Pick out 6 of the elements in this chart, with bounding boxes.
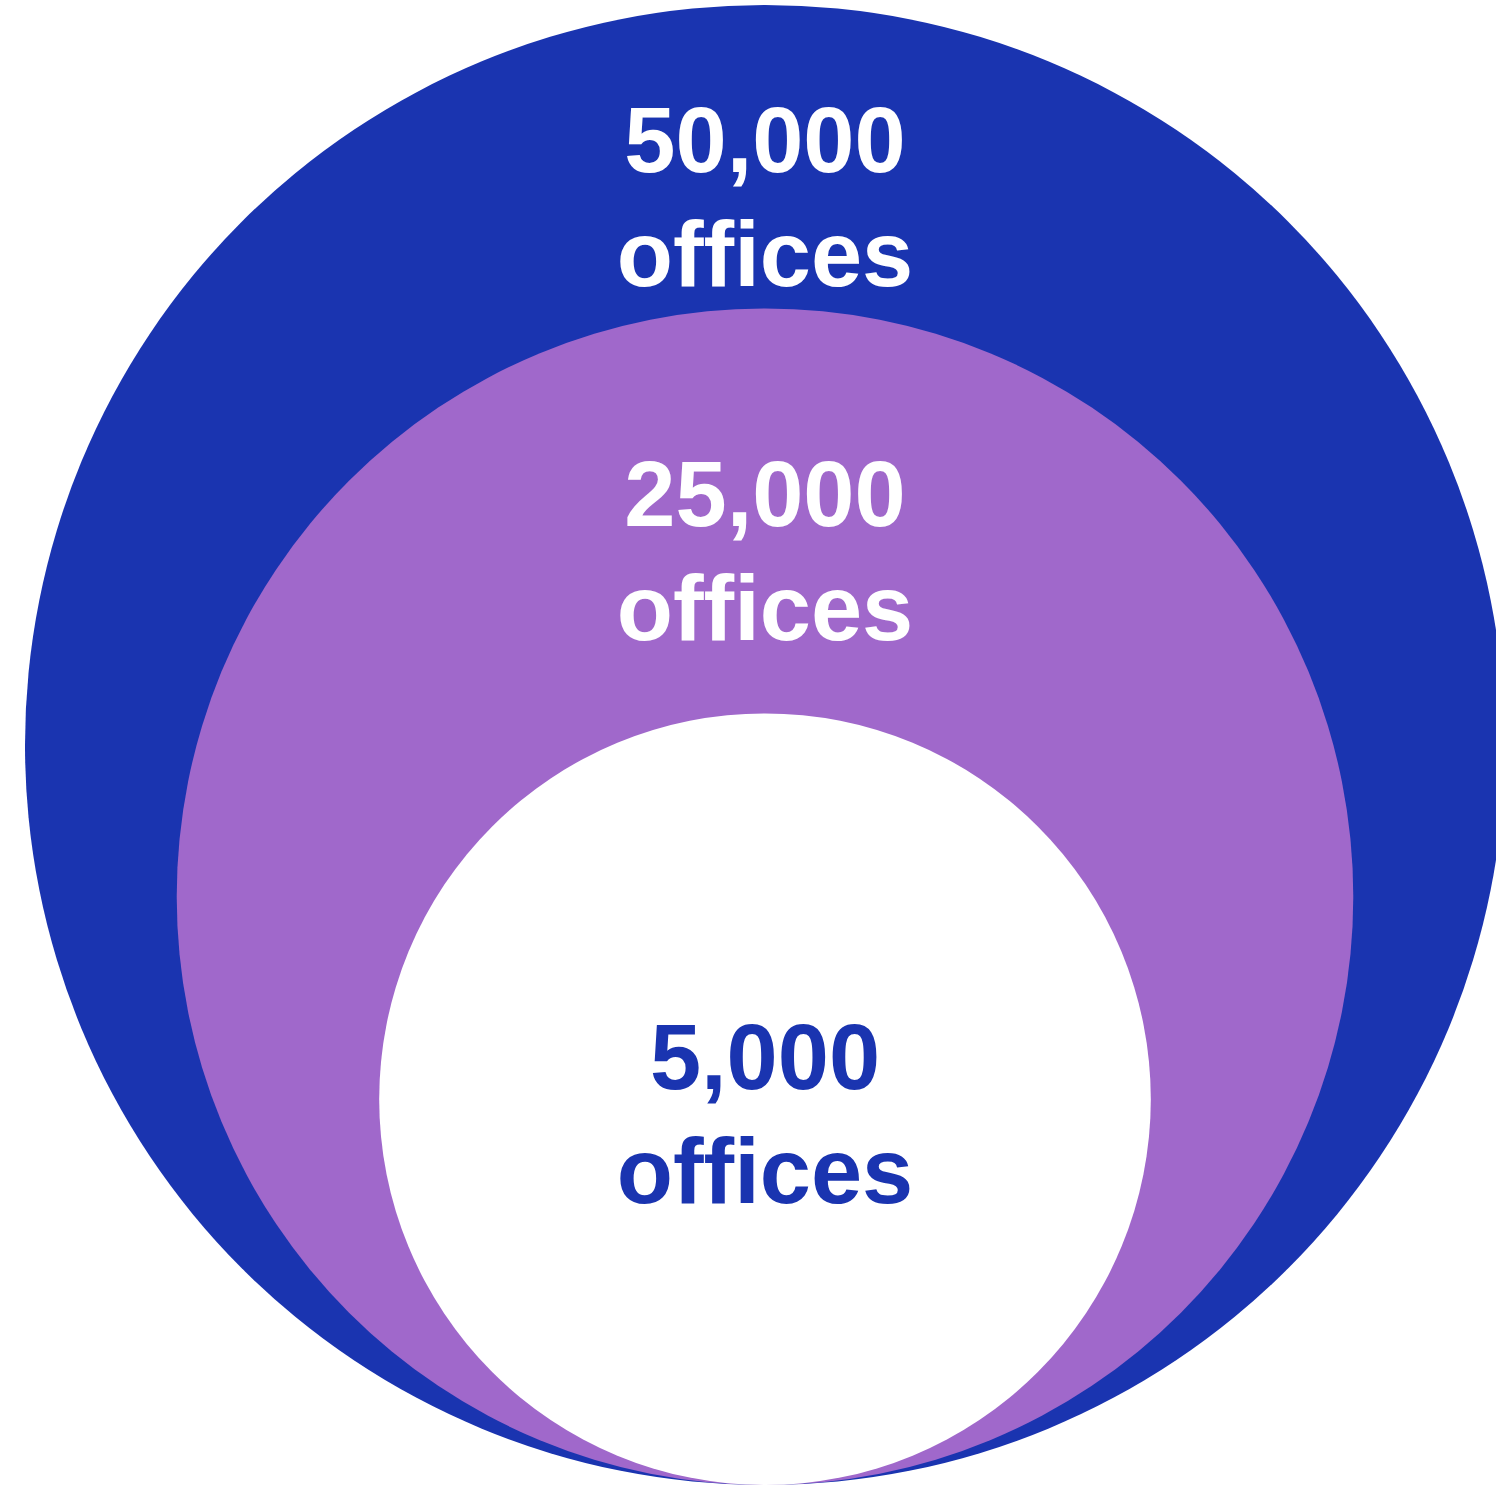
data-label: 50,000 [624, 88, 906, 191]
data-label: 5,000 [649, 1006, 881, 1109]
category-label: offices [616, 202, 914, 305]
data-label: 25,000 [624, 442, 906, 545]
category-label: offices [616, 556, 914, 659]
category-label: offices [616, 1120, 914, 1223]
